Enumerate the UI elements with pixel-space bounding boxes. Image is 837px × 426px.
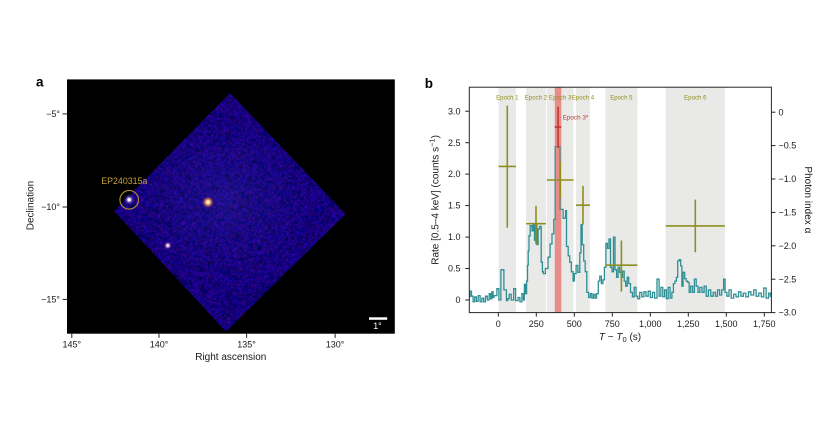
svg-text:130°: 130° <box>326 340 345 350</box>
svg-text:1,500: 1,500 <box>715 319 738 329</box>
svg-text:1,750: 1,750 <box>753 319 776 329</box>
svg-text:2.5: 2.5 <box>448 138 461 148</box>
svg-text:a: a <box>36 75 44 90</box>
svg-text:b: b <box>425 76 433 91</box>
svg-text:−5°: −5° <box>46 109 60 119</box>
svg-text:T − T0 (s): T − T0 (s) <box>599 332 641 344</box>
svg-text:Right ascension: Right ascension <box>195 352 266 363</box>
svg-text:1,000: 1,000 <box>639 319 662 329</box>
svg-text:Declination: Declination <box>26 181 37 230</box>
svg-text:1.5: 1.5 <box>448 201 461 211</box>
svg-text:0: 0 <box>455 295 460 305</box>
svg-text:Photon index α: Photon index α <box>802 166 813 233</box>
svg-text:1,250: 1,250 <box>677 319 700 329</box>
svg-text:250: 250 <box>529 319 544 329</box>
svg-text:Epoch 3*: Epoch 3* <box>563 114 589 121</box>
svg-text:1°: 1° <box>373 321 381 331</box>
svg-text:−0.5: −0.5 <box>779 141 797 151</box>
svg-text:Epoch 6: Epoch 6 <box>684 94 707 101</box>
svg-text:0: 0 <box>779 107 784 117</box>
svg-text:Epoch 5: Epoch 5 <box>610 94 633 101</box>
svg-text:Epoch 2: Epoch 2 <box>525 94 548 101</box>
svg-text:−10°: −10° <box>41 202 60 212</box>
svg-text:−1.5: −1.5 <box>779 208 797 218</box>
svg-text:3.0: 3.0 <box>448 106 461 116</box>
svg-text:EP240315a: EP240315a <box>101 176 147 186</box>
svg-text:Rate [0.5–4 keV] (counts s−1): Rate [0.5–4 keV] (counts s−1) <box>428 135 442 265</box>
svg-text:0: 0 <box>496 319 501 329</box>
svg-text:500: 500 <box>567 319 582 329</box>
svg-text:145°: 145° <box>62 340 81 350</box>
svg-text:Epoch 4: Epoch 4 <box>572 94 595 101</box>
svg-text:Epoch 3: Epoch 3 <box>549 94 572 101</box>
svg-text:−15°: −15° <box>41 295 60 305</box>
svg-text:135°: 135° <box>237 340 256 350</box>
svg-text:2.0: 2.0 <box>448 169 461 179</box>
svg-text:0.5: 0.5 <box>448 264 461 274</box>
svg-text:−2.5: −2.5 <box>779 274 797 284</box>
svg-text:140°: 140° <box>150 340 169 350</box>
svg-text:750: 750 <box>605 319 620 329</box>
svg-text:1.0: 1.0 <box>448 232 461 242</box>
svg-text:−2.0: −2.0 <box>779 241 797 251</box>
svg-text:Epoch 1: Epoch 1 <box>496 94 519 101</box>
svg-text:−1.0: −1.0 <box>779 174 797 184</box>
svg-text:−3.0: −3.0 <box>779 308 797 318</box>
